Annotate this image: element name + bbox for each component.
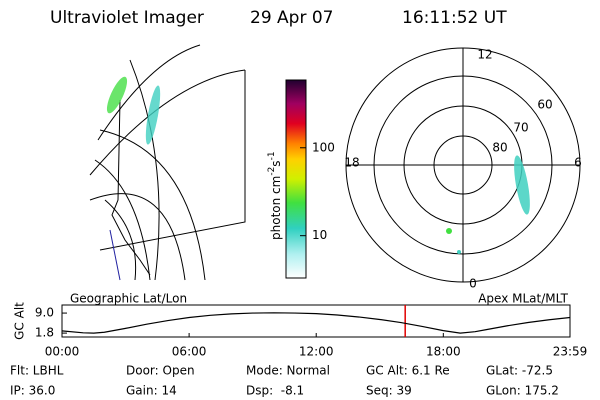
footer-field: GLon: 175.2 [486, 384, 559, 398]
footer-field: GC Alt: 6.1 Re [366, 364, 450, 378]
left-label: Geographic Lat/Lon [70, 292, 187, 306]
polar-label: 80 [492, 141, 507, 155]
x-tick-label: 18:00 [426, 345, 461, 359]
label-part: -2 [267, 167, 277, 176]
y-axis-label: GC Alt [13, 302, 27, 340]
label-part: s [269, 160, 283, 166]
footer-field: Flt: LBHL [10, 364, 64, 378]
label-part: -1 [267, 151, 277, 160]
polar-label: 60 [537, 98, 552, 112]
x-tick-label: 06:00 [172, 345, 207, 359]
right-label: Apex MLat/MLT [478, 292, 568, 306]
time: 16:11:52 UT [402, 8, 507, 28]
y-tick-label: 1.8 [35, 326, 54, 340]
colorbar-tick-label: 10 [312, 228, 327, 242]
x-tick-label: 00:00 [45, 345, 80, 359]
date: 29 Apr 07 [250, 8, 333, 28]
footer-field: Dsp: -8.1 [246, 384, 304, 398]
polar-label: 18 [344, 156, 359, 170]
colorbar-tick-label: 100 [312, 140, 335, 154]
footer-field: GLat: -72.5 [486, 364, 553, 378]
footer-field: Mode: Normal [246, 364, 330, 378]
polar-label: 70 [513, 121, 528, 135]
footer-field: Gain: 14 [126, 384, 177, 398]
x-tick-label: 23:59 [553, 345, 588, 359]
geo-map [89, 44, 246, 281]
title: Ultraviolet Imager [50, 8, 204, 28]
x-tick-label: 12:00 [299, 345, 334, 359]
colorbar-label: photon cm-2s-1 [267, 151, 283, 240]
polar-label: 12 [477, 48, 492, 62]
label-part: photon cm [269, 176, 283, 240]
polar-plot [345, 47, 581, 283]
colorbar [285, 79, 307, 279]
y-tick-label: 9.0 [35, 306, 54, 320]
polar-label: 0 [469, 277, 477, 291]
footer-field: IP: 36.0 [10, 384, 55, 398]
footer-field: Door: Open [126, 364, 195, 378]
polar-label: 6 [574, 156, 582, 170]
footer-field: Seq: 39 [366, 384, 412, 398]
altitude-line [61, 312, 571, 334]
plot-frame [61, 304, 571, 338]
